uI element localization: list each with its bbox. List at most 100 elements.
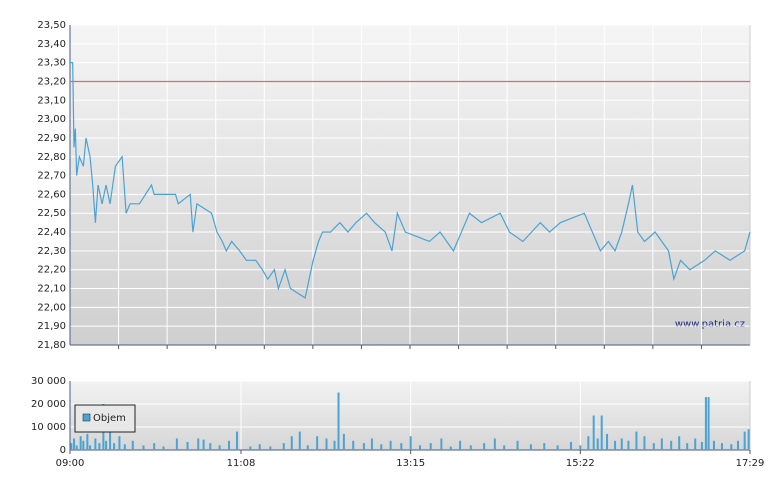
- volume-bar: [569, 441, 572, 450]
- volume-bar: [670, 440, 673, 450]
- x-tick-label: 09:00: [56, 458, 85, 469]
- volume-bar: [235, 431, 238, 450]
- y-tick-label: 23,30: [37, 58, 66, 69]
- volume-bar: [400, 443, 403, 450]
- volume-bar: [493, 438, 496, 450]
- volume-bar: [218, 445, 221, 450]
- volume-bar: [652, 443, 655, 450]
- volume-bar: [587, 436, 590, 450]
- volume-bar: [389, 440, 392, 450]
- y-tick-label: 22,90: [37, 133, 66, 144]
- y-tick-label: 0: [60, 445, 66, 456]
- volume-bar: [75, 445, 78, 450]
- x-tick-label: 15:22: [566, 458, 595, 469]
- y-tick-label: 22,40: [37, 227, 66, 238]
- volume-bar: [258, 444, 261, 450]
- volume-bar: [700, 441, 703, 450]
- volume-bar: [362, 443, 365, 450]
- volume-bar: [592, 415, 595, 450]
- volume-bar: [306, 445, 309, 450]
- volume-bar: [503, 445, 506, 450]
- volume-bar: [73, 438, 76, 450]
- volume-bar: [337, 392, 340, 450]
- y-tick-label: 22,00: [37, 302, 66, 313]
- volume-bar: [736, 440, 739, 450]
- volume-bar: [109, 431, 112, 450]
- volume-bar: [712, 440, 715, 450]
- volume-bar: [186, 441, 189, 450]
- volume-bar: [720, 443, 723, 450]
- volume-bar: [429, 443, 432, 450]
- volume-bar: [704, 397, 707, 450]
- volume-bar: [579, 445, 582, 450]
- volume-bar: [142, 445, 145, 450]
- volume-bar: [352, 440, 355, 450]
- volume-bar: [620, 438, 623, 450]
- volume-bar: [606, 433, 609, 450]
- volume-bar: [113, 443, 116, 450]
- volume-bar: [70, 443, 73, 450]
- volume-bar: [370, 438, 373, 450]
- volume-bar: [678, 436, 681, 450]
- y-tick-label: 23,00: [37, 114, 66, 125]
- volume-bar: [86, 433, 89, 450]
- volume-bar: [249, 446, 252, 450]
- volume-bar: [747, 429, 750, 450]
- volume-bar: [89, 445, 92, 450]
- y-tick-label: 10 000: [31, 422, 66, 433]
- volume-bar: [298, 431, 301, 450]
- volume-bar: [82, 440, 85, 450]
- volume-bar: [79, 436, 82, 450]
- volume-bar: [600, 415, 603, 450]
- y-tick-label: 23,40: [37, 39, 66, 50]
- watermark: www.patria.cz: [675, 319, 745, 330]
- y-tick-label: 23,20: [37, 76, 66, 87]
- volume-bar: [614, 440, 617, 450]
- y-tick-label: 22,70: [37, 171, 66, 182]
- volume-bar: [325, 438, 328, 450]
- y-tick-label: 22,60: [37, 189, 66, 200]
- volume-bar: [290, 436, 293, 450]
- y-tick-label: 21,80: [37, 340, 66, 351]
- y-tick-label: 22,50: [37, 208, 66, 219]
- volume-bar: [635, 431, 638, 450]
- y-tick-label: 22,20: [37, 265, 66, 276]
- x-tick-label: 17:29: [736, 458, 765, 469]
- volume-bar: [660, 438, 663, 450]
- y-tick-label: 23,50: [37, 20, 66, 31]
- volume-bar: [227, 440, 230, 450]
- volume-bar: [743, 431, 746, 450]
- volume-bar: [694, 438, 697, 450]
- volume-bar: [153, 443, 156, 450]
- volume-bar: [105, 440, 108, 450]
- x-tick-label: 11:08: [227, 458, 256, 469]
- volume-bar: [556, 445, 559, 450]
- volume-bar: [469, 445, 472, 450]
- volume-bar: [162, 446, 165, 450]
- volume-bar: [269, 446, 272, 450]
- price-line: [70, 62, 751, 299]
- volume-bar: [131, 440, 134, 450]
- legend-label: Objem: [93, 413, 126, 424]
- volume-bar: [209, 443, 212, 450]
- volume-bar: [409, 436, 412, 450]
- volume-bar: [449, 446, 452, 450]
- volume-bar: [707, 397, 710, 450]
- volume-bar: [197, 438, 200, 450]
- volume-bar: [643, 436, 646, 450]
- volume-bar: [529, 444, 532, 450]
- volume-bar: [516, 440, 519, 450]
- volume-bar: [627, 440, 630, 450]
- y-tick-label: 22,80: [37, 152, 66, 163]
- y-tick-label: 22,30: [37, 246, 66, 257]
- volume-bar: [202, 439, 205, 450]
- volume-bar: [543, 443, 546, 450]
- volume-bar: [730, 444, 733, 450]
- y-tick-label: 20 000: [31, 399, 66, 410]
- volume-bar: [342, 433, 345, 450]
- y-tick-label: 22,10: [37, 284, 66, 295]
- y-tick-label: 30 000: [31, 376, 66, 387]
- volume-bar: [98, 443, 101, 450]
- legend-swatch: [82, 413, 91, 422]
